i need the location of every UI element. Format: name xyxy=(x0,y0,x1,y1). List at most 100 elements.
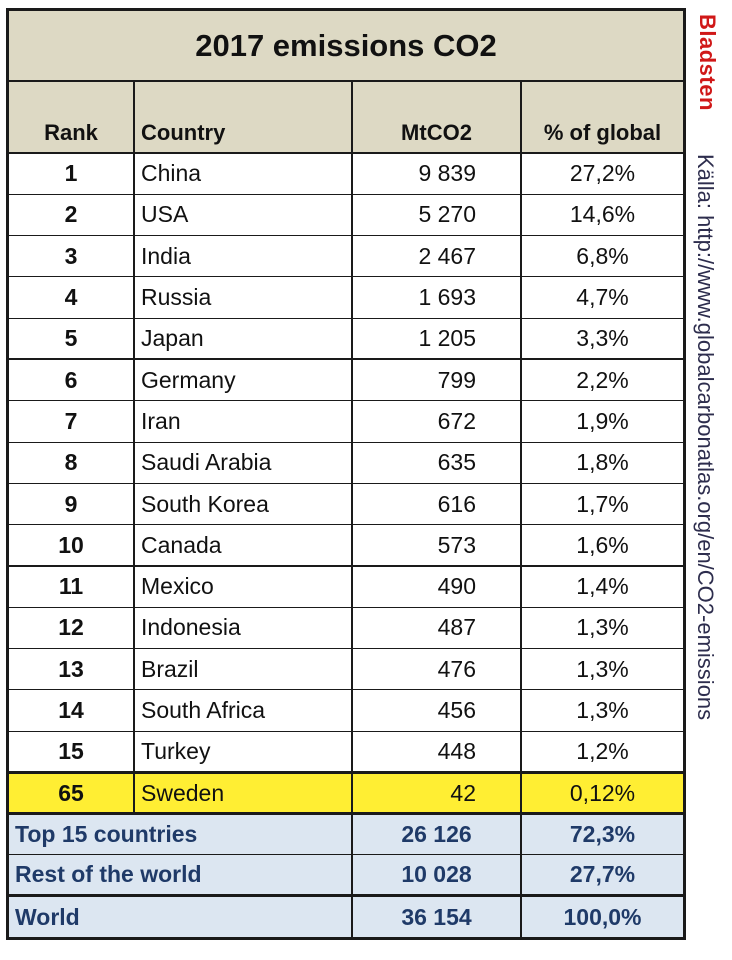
mtco2-cell: 487 xyxy=(352,607,522,650)
summary-percent: 72,3% xyxy=(521,813,683,856)
country-cell: Brazil xyxy=(134,648,353,691)
header-row: Rank Country MtCO2 % of global xyxy=(9,81,683,154)
mtco2-cell: 448 xyxy=(352,731,522,773)
percent-cell: 1,3% xyxy=(521,607,683,650)
country-cell: Iran xyxy=(134,400,353,443)
summary-percent: 100,0% xyxy=(521,894,683,937)
table-row: 11 Mexico 490 1,4% xyxy=(9,564,683,608)
mtco2-cell: 635 xyxy=(352,442,522,484)
percent-cell: 1,8% xyxy=(521,442,683,484)
percent-cell: 1,3% xyxy=(521,689,683,732)
percent-cell: 1,7% xyxy=(521,483,683,526)
rank-cell: 65 xyxy=(9,770,135,816)
emissions-table: 2017 emissions CO2 Rank Country MtCO2 % … xyxy=(9,11,683,937)
table-row: 3 India 2 467 6,8% xyxy=(9,235,683,278)
rank-cell: 10 xyxy=(9,524,135,567)
rank-cell: 14 xyxy=(9,689,135,732)
percent-cell: 1,2% xyxy=(521,731,683,773)
summary-mtco2: 36 154 xyxy=(352,894,522,937)
mtco2-cell: 573 xyxy=(352,524,522,567)
percent-cell: 27,2% xyxy=(521,153,683,195)
author-credit: Bladsten xyxy=(695,14,720,111)
mtco2-cell: 616 xyxy=(352,483,522,526)
rank-cell: 6 xyxy=(9,358,135,402)
table-row: 7 Iran 672 1,9% xyxy=(9,400,683,443)
mtco2-cell: 799 xyxy=(352,358,522,402)
rank-cell: 15 xyxy=(9,731,135,773)
mtco2-cell: 1 205 xyxy=(352,318,522,360)
rank-cell: 3 xyxy=(9,235,135,278)
mtco2-cell: 476 xyxy=(352,648,522,691)
mtco2-cell: 672 xyxy=(352,400,522,443)
rank-cell: 8 xyxy=(9,442,135,484)
country-cell: India xyxy=(134,235,353,278)
summary-row-rest: Rest of the world 10 028 27,7% xyxy=(9,854,683,897)
mtco2-cell: 42 xyxy=(352,770,522,816)
rank-cell: 5 xyxy=(9,318,135,360)
percent-cell: 1,4% xyxy=(521,564,683,608)
country-cell: Indonesia xyxy=(134,607,353,650)
table-row: 10 Canada 573 1,6% xyxy=(9,524,683,567)
table-row: 6 Germany 799 2,2% xyxy=(9,358,683,402)
emissions-table-container: 2017 emissions CO2 Rank Country MtCO2 % … xyxy=(6,8,686,940)
header-percent-global: % of global xyxy=(521,81,683,154)
rank-cell: 12 xyxy=(9,607,135,650)
rank-cell: 1 xyxy=(9,153,135,195)
rank-cell: 11 xyxy=(9,564,135,608)
mtco2-cell: 490 xyxy=(352,564,522,608)
country-cell: Mexico xyxy=(134,564,353,608)
percent-cell: 6,8% xyxy=(521,235,683,278)
mtco2-cell: 5 270 xyxy=(352,194,522,237)
table-row: 12 Indonesia 487 1,3% xyxy=(9,607,683,650)
table-row: 9 South Korea 616 1,7% xyxy=(9,483,683,526)
header-rank: Rank xyxy=(9,81,135,154)
summary-mtco2: 26 126 xyxy=(352,813,522,856)
percent-cell: 1,3% xyxy=(521,648,683,691)
country-cell: Japan xyxy=(134,318,353,360)
country-cell: Sweden xyxy=(134,770,353,816)
summary-label: World xyxy=(9,894,353,937)
country-cell: Turkey xyxy=(134,731,353,773)
rank-cell: 13 xyxy=(9,648,135,691)
table-row: 2 USA 5 270 14,6% xyxy=(9,194,683,237)
country-cell: Saudi Arabia xyxy=(134,442,353,484)
table-title: 2017 emissions CO2 xyxy=(9,11,683,82)
country-cell: Russia xyxy=(134,276,353,319)
mtco2-cell: 2 467 xyxy=(352,235,522,278)
rank-cell: 2 xyxy=(9,194,135,237)
percent-cell: 1,6% xyxy=(521,524,683,567)
mtco2-cell: 1 693 xyxy=(352,276,522,319)
mtco2-cell: 9 839 xyxy=(352,153,522,195)
country-cell: Canada xyxy=(134,524,353,567)
country-cell: China xyxy=(134,153,353,195)
table-row: 15 Turkey 448 1,2% xyxy=(9,731,683,773)
country-cell: South Africa xyxy=(134,689,353,732)
country-cell: Germany xyxy=(134,358,353,402)
table-row: 1 China 9 839 27,2% xyxy=(9,153,683,195)
header-country: Country xyxy=(134,81,353,154)
table-row: 14 South Africa 456 1,3% xyxy=(9,689,683,732)
rank-cell: 9 xyxy=(9,483,135,526)
summary-mtco2: 10 028 xyxy=(352,854,522,897)
table-row: 13 Brazil 476 1,3% xyxy=(9,648,683,691)
rank-cell: 4 xyxy=(9,276,135,319)
percent-cell: 4,7% xyxy=(521,276,683,319)
summary-row-world: World 36 154 100,0% xyxy=(9,894,683,937)
percent-cell: 14,6% xyxy=(521,194,683,237)
table-row: 5 Japan 1 205 3,3% xyxy=(9,318,683,360)
summary-percent: 27,7% xyxy=(521,854,683,897)
highlight-row-sweden: 65 Sweden 42 0,12% xyxy=(9,770,683,816)
percent-cell: 3,3% xyxy=(521,318,683,360)
percent-cell: 0,12% xyxy=(521,770,683,816)
percent-cell: 2,2% xyxy=(521,358,683,402)
percent-cell: 1,9% xyxy=(521,400,683,443)
mtco2-cell: 456 xyxy=(352,689,522,732)
table-row: 8 Saudi Arabia 635 1,8% xyxy=(9,442,683,484)
summary-label: Top 15 countries xyxy=(9,813,353,856)
rank-cell: 7 xyxy=(9,400,135,443)
source-credit: Källa: http://www.globalcarbonatlas.org/… xyxy=(693,154,718,721)
summary-row-top15: Top 15 countries 26 126 72,3% xyxy=(9,813,683,856)
table-row: 4 Russia 1 693 4,7% xyxy=(9,276,683,319)
country-cell: South Korea xyxy=(134,483,353,526)
header-mtco2: MtCO2 xyxy=(352,81,522,154)
